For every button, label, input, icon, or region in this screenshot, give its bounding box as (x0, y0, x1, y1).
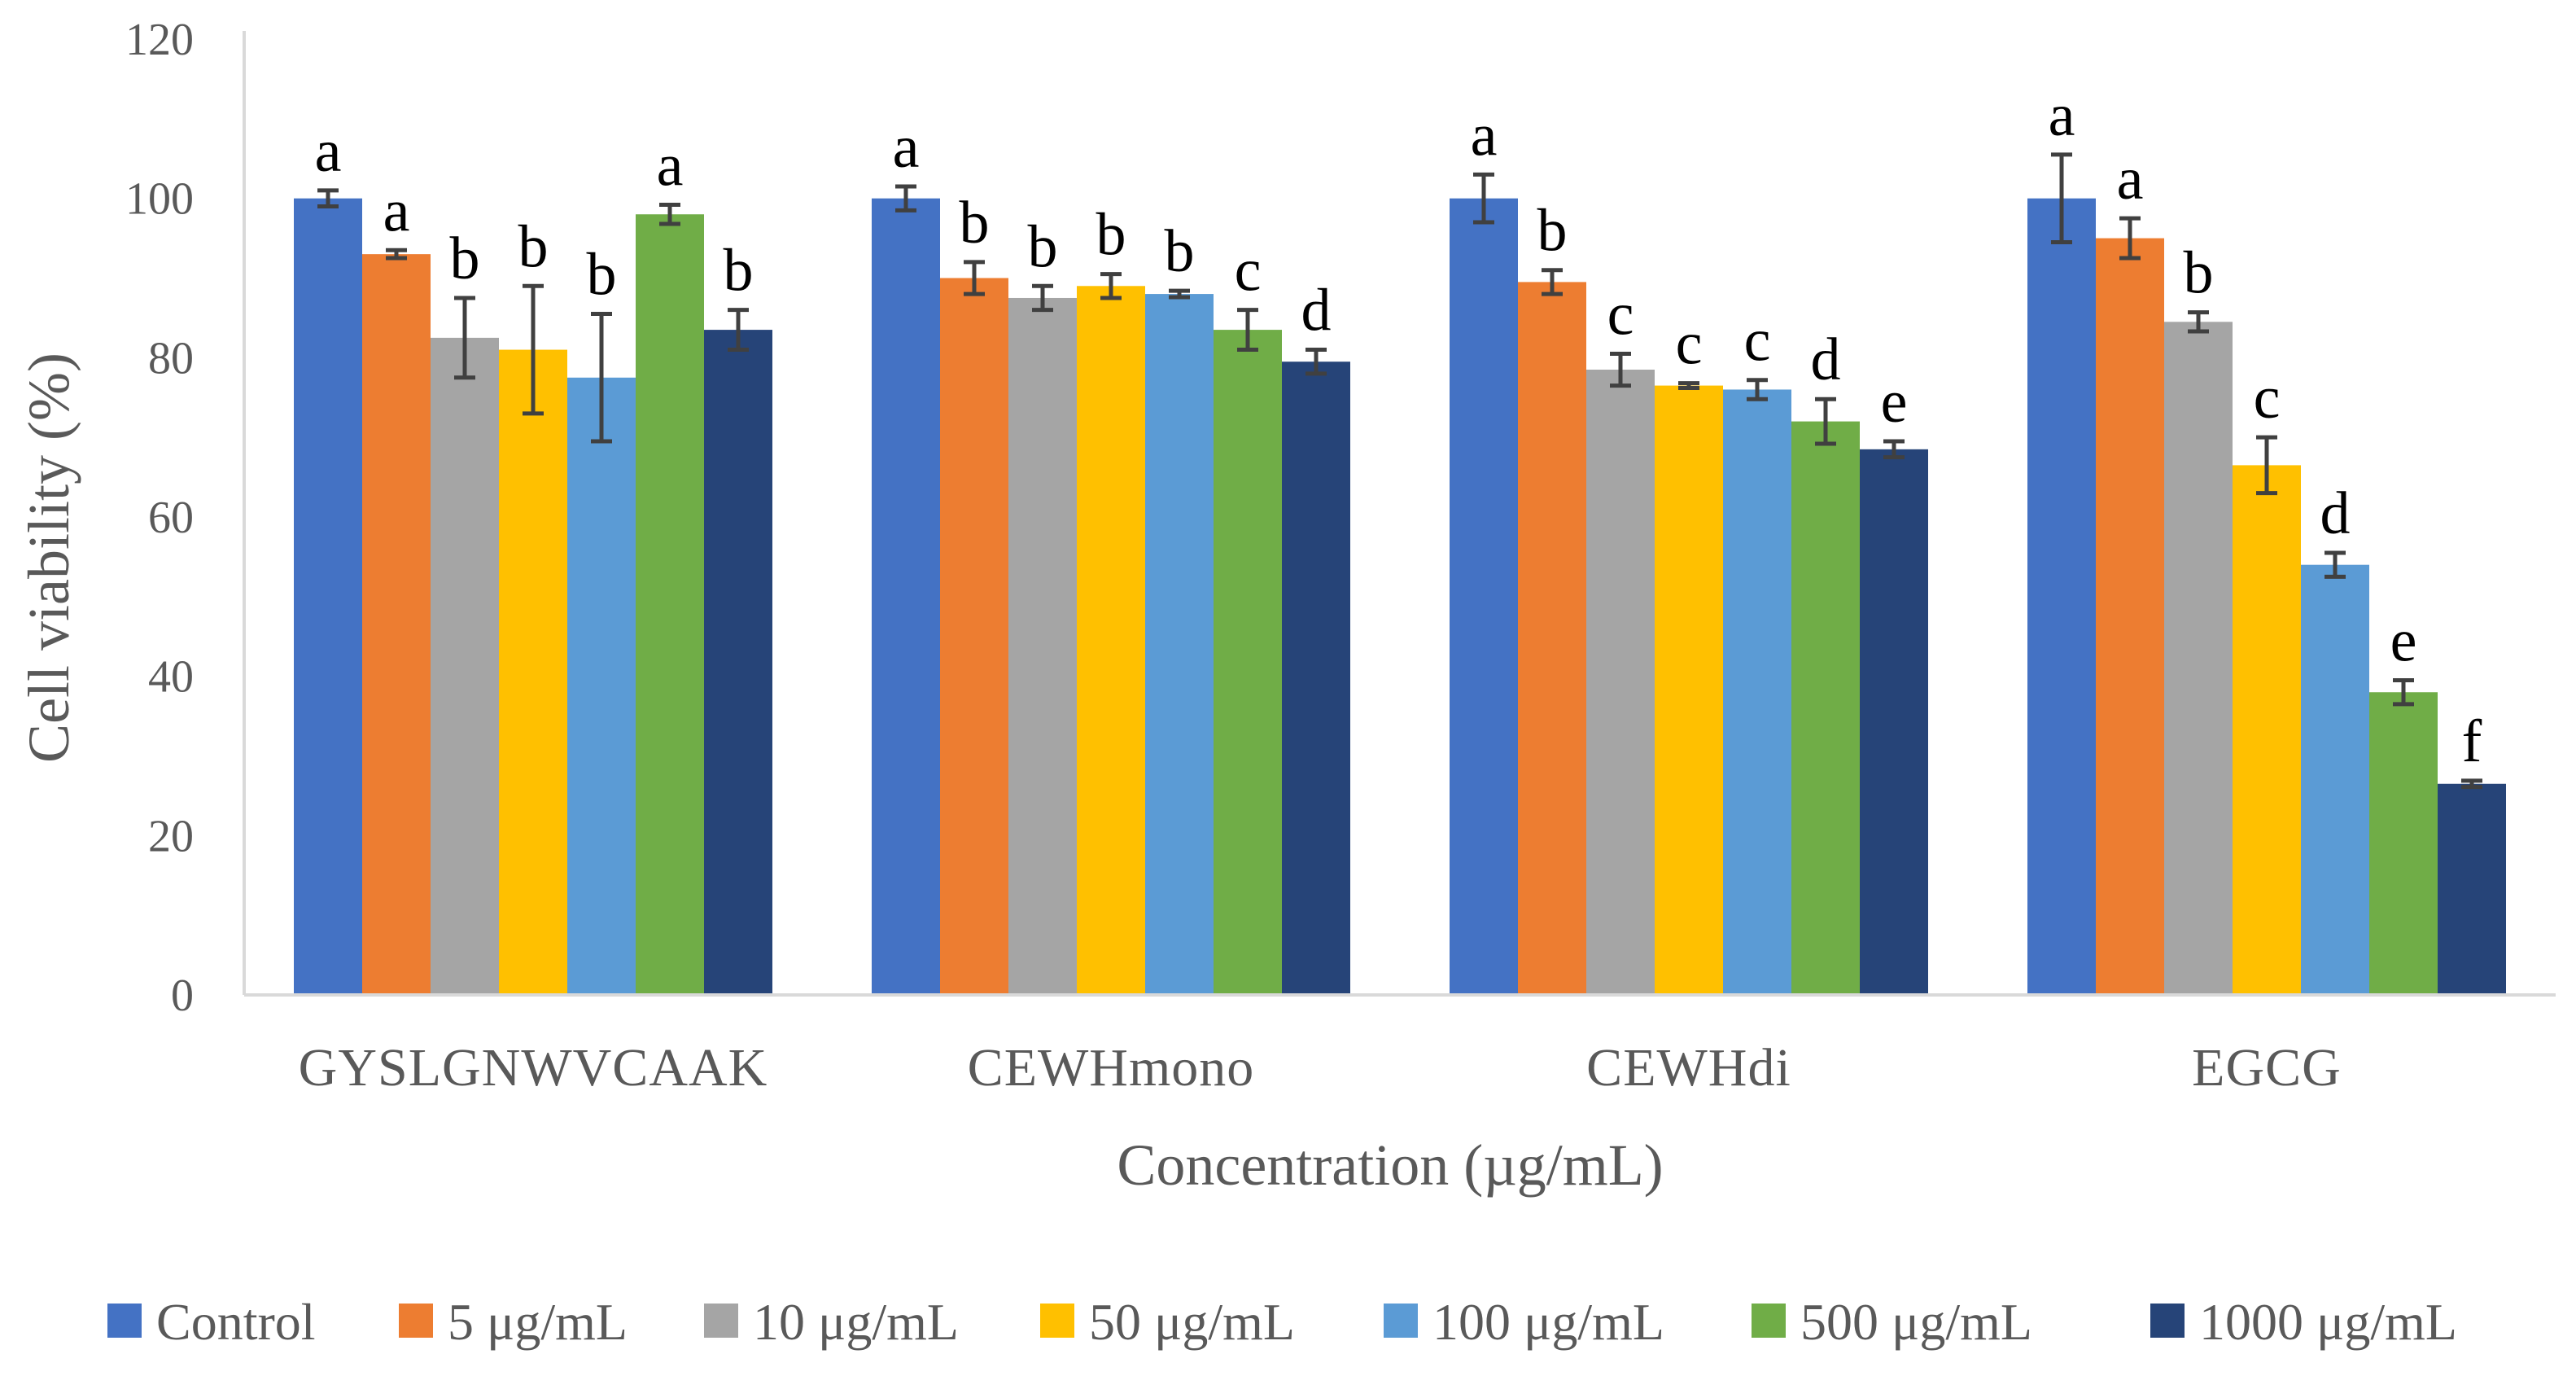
category-labels: GYSLGNWVCAAK CEWHmono CEWHdi EGCG (299, 1038, 2342, 1098)
y-tick-label-0: 0 (171, 971, 194, 1021)
bar-0-4 (567, 377, 636, 996)
y-tick-label-80: 80 (148, 333, 194, 383)
bar-3-6 (2438, 783, 2506, 995)
bar-0-3 (499, 349, 567, 995)
legend-label-2: 10 μg/mL (753, 1293, 959, 1351)
significance-label-0-2: b (450, 226, 480, 292)
significance-label-2-5: d (1811, 326, 1841, 393)
significance-label-0-3: b (518, 213, 549, 280)
bar-2-1 (1518, 282, 1586, 995)
significance-label-1-4: b (1165, 218, 1195, 285)
bar-3-5 (2369, 692, 2438, 995)
legend-swatch-3 (1040, 1304, 1074, 1338)
legend-label-5: 500 μg/mL (1800, 1293, 2032, 1351)
legend-swatch-1 (399, 1304, 433, 1338)
significance-label-0-0: a (315, 118, 342, 185)
legend-label-0: Control (156, 1293, 316, 1351)
legend-swatch-6 (2150, 1304, 2185, 1338)
legend-swatch-4 (1384, 1304, 1418, 1338)
significance-label-3-6: f (2462, 708, 2482, 775)
x-axis-title: Concentration (µg/mL) (1117, 1133, 1663, 1198)
y-tick-label-20: 20 (148, 811, 194, 861)
significance-label-0-6: b (724, 238, 754, 305)
bar-0-5 (636, 214, 704, 995)
bar-2-3 (1655, 385, 1723, 995)
significance-label-3-2: b (2184, 240, 2214, 307)
y-axis-title: Cell viability (%) (16, 353, 81, 763)
bar-3-1 (2096, 238, 2164, 995)
axes-group (243, 31, 2556, 997)
legend: Control 5 μg/mL 10 μg/mL 50 μg/mL 100 μg/mL 5… (107, 1293, 2457, 1351)
significance-label-0-4: b (587, 242, 617, 309)
y-tick-label-40: 40 (148, 652, 194, 703)
category-label-2: CEWHdi (1586, 1038, 1791, 1098)
significance-label-2-2: c (1607, 281, 1634, 348)
significance-label-3-3: c (2254, 365, 2281, 432)
legend-label-1: 5 μg/mL (448, 1293, 628, 1351)
significance-label-1-0: a (893, 114, 920, 181)
category-label-0: GYSLGNWVCAAK (299, 1038, 768, 1098)
significance-label-1-5: c (1235, 238, 1262, 305)
significance-label-2-3: c (1676, 311, 1703, 378)
significance-label-3-5: e (2390, 608, 2417, 675)
bar-1-4 (1145, 294, 1214, 996)
y-tick-label-120: 120 (125, 15, 194, 65)
bar-2-0 (1450, 198, 1518, 995)
bar-1-2 (1008, 297, 1077, 995)
legend-swatch-2 (704, 1304, 738, 1338)
axis-titles: Concentration (µg/mL) Cell viability (%) (16, 353, 1664, 1198)
y-axis-ticks: 0 20 40 60 80 100 120 (125, 15, 194, 1021)
bar-0-0 (294, 198, 362, 995)
significance-label-1-6: d (1301, 278, 1332, 344)
bar-3-2 (2164, 322, 2233, 995)
bar-3-0 (2027, 198, 2096, 995)
significance-label-2-0: a (1471, 102, 1498, 169)
bar-2-4 (1723, 389, 1791, 995)
significance-label-0-1: a (383, 177, 410, 244)
bar-0-1 (362, 254, 431, 995)
bar-3-4 (2301, 564, 2369, 995)
significance-label-2-4: c (1744, 308, 1771, 375)
y-tick-label-100: 100 (125, 174, 194, 225)
legend-swatch-0 (107, 1304, 142, 1338)
bar-1-0 (872, 198, 940, 995)
legend-swatch-5 (1752, 1304, 1786, 1338)
category-label-1: CEWHmono (968, 1038, 1255, 1098)
legend-label-6: 1000 μg/mL (2199, 1293, 2457, 1351)
bar-1-5 (1214, 330, 1282, 995)
significance-label-1-2: b (1028, 213, 1058, 280)
category-label-3: EGCG (2192, 1038, 2342, 1098)
bar-1-6 (1282, 361, 1350, 996)
significance-label-1-3: b (1096, 202, 1126, 269)
legend-label-3: 50 μg/mL (1089, 1293, 1295, 1351)
bar-0-2 (431, 337, 499, 995)
significance-label-3-0: a (2049, 82, 2075, 149)
bar-2-2 (1586, 370, 1655, 996)
significance-label-3-4: d (2320, 480, 2351, 547)
y-tick-label-60: 60 (148, 493, 194, 543)
bar-0-6 (704, 330, 772, 995)
bar-2-6 (1860, 449, 1928, 995)
bar-1-3 (1077, 286, 1145, 995)
bar-1-1 (940, 278, 1008, 995)
significance-label-2-1: b (1537, 198, 1568, 265)
bar-3-3 (2233, 465, 2301, 995)
significance-label-1-1: b (960, 190, 990, 256)
legend-label-4: 100 μg/mL (1432, 1293, 1664, 1351)
significance-label-2-6: e (1881, 369, 1908, 436)
significance-label-3-1: a (2117, 146, 2144, 213)
bar-2-5 (1791, 421, 1860, 995)
significance-label-0-5: a (657, 132, 684, 199)
